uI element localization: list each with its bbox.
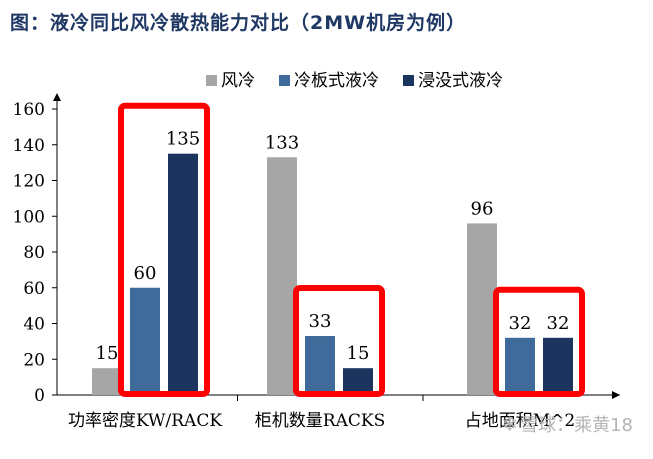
bar (92, 368, 122, 395)
y-tick-label: 160 (13, 100, 45, 120)
legend-swatch (279, 75, 290, 86)
legend-label: 冷板式液冷 (294, 71, 379, 91)
y-axis-arrow (53, 93, 61, 101)
data-label: 133 (265, 132, 299, 153)
data-label: 32 (547, 313, 570, 334)
legend-label: 浸没式液冷 (418, 71, 503, 91)
bar (267, 157, 297, 395)
chart-title: 图：液冷同比风冷散热能力对比（2MW机房为例） (10, 12, 467, 34)
bar (505, 337, 535, 395)
legend-swatch (403, 75, 414, 86)
y-tick-label: 80 (23, 243, 45, 263)
data-label: 135 (166, 129, 200, 150)
bar (467, 223, 497, 395)
legend-swatch (206, 75, 217, 86)
y-tick-label: 60 (23, 279, 45, 299)
watermark-text: 雪球：乘黄18 (520, 415, 633, 436)
data-label: 15 (96, 343, 119, 364)
y-tick-label: 0 (34, 386, 45, 406)
data-label: 60 (134, 263, 157, 284)
highlight-box (493, 286, 585, 397)
y-tick-label: 140 (13, 136, 45, 156)
watermark: ❄ 雪球：乘黄18 (501, 411, 633, 437)
y-tick-label: 100 (13, 207, 45, 227)
data-label: 15 (347, 343, 370, 364)
x-tick-label: 占地面积M^2 (465, 411, 575, 431)
highlight-box (118, 102, 210, 397)
y-tick-label: 20 (23, 350, 45, 370)
bar (130, 287, 160, 395)
bar (543, 337, 573, 395)
data-label: 33 (309, 311, 332, 332)
y-tick-label: 40 (23, 315, 45, 335)
snowball-icon: ❄ (501, 412, 519, 436)
bar (168, 153, 198, 395)
bar (305, 336, 335, 395)
highlight-box (293, 285, 385, 398)
y-tick-label: 120 (13, 172, 45, 192)
x-axis-arrow (612, 391, 620, 399)
legend-label: 风冷 (221, 71, 255, 91)
data-label: 96 (471, 198, 494, 219)
x-tick-label: 功率密度KW/RACK (68, 411, 222, 431)
bar (343, 368, 373, 395)
x-tick-label: 柜机数量RACKS (255, 411, 385, 431)
data-label: 32 (509, 313, 532, 334)
